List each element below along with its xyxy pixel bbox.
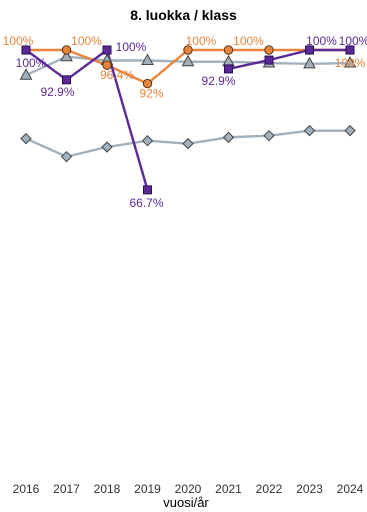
x-tick-label: 2019	[134, 482, 161, 496]
data-point	[19, 68, 33, 80]
data-label-layer: 100% 100%96.4%92%100% 100%100%100%92.9%100…	[3, 34, 367, 210]
series-markers	[19, 49, 357, 80]
x-tick-label: 2023	[296, 482, 323, 496]
data-point	[60, 150, 73, 163]
data-label: 100%	[306, 34, 337, 48]
x-tick-label: 2022	[256, 482, 283, 496]
data-label: 100%	[233, 34, 264, 48]
data-point	[303, 56, 316, 69]
data-point	[141, 135, 154, 147]
data-point	[224, 64, 233, 74]
data-label: 100%	[335, 56, 366, 70]
series-markers	[21, 45, 355, 195]
series-markers	[20, 124, 356, 163]
data-point	[20, 132, 32, 145]
series	[25, 48, 350, 191]
data-label: 92.9%	[201, 74, 235, 88]
data-point	[62, 75, 71, 85]
data-label: 100%	[186, 34, 217, 48]
data-label: 100%	[16, 56, 47, 70]
data-label: 92%	[139, 87, 163, 101]
data-point	[142, 78, 153, 89]
data-label: 92.9%	[40, 85, 74, 99]
data-label: 100%	[339, 34, 367, 48]
data-point	[60, 49, 73, 62]
x-tick-label: 2024	[337, 482, 364, 496]
series-line	[228, 48, 350, 71]
chart-title: 8. luokka / klass	[130, 7, 237, 23]
x-tick-label: 2021	[215, 482, 242, 496]
data-point	[264, 45, 274, 55]
data-point	[182, 137, 194, 150]
data-point	[183, 45, 193, 55]
x-tick-label: 2020	[175, 482, 202, 496]
data-label: 100%	[116, 40, 147, 54]
data-point	[263, 129, 275, 142]
data-point	[102, 60, 112, 70]
data-point	[222, 131, 235, 144]
data-label: 66.7%	[129, 196, 163, 210]
data-point	[345, 45, 355, 55]
data-point	[223, 45, 234, 55]
data-point	[101, 141, 113, 153]
data-point	[303, 124, 316, 137]
x-tick-label: 2017	[53, 482, 80, 496]
data-point	[141, 53, 154, 65]
data-point	[305, 45, 314, 55]
x-tick-label: 2016	[13, 482, 40, 496]
x-axis-title: vuosi/år	[163, 495, 209, 510]
series-layer	[19, 45, 357, 195]
data-point	[264, 55, 274, 65]
data-point	[21, 45, 31, 55]
data-point	[343, 55, 357, 68]
data-point	[61, 45, 72, 55]
data-point	[181, 54, 195, 67]
x-axis: 2016 2017 2018 2019 2020 2021 2022 2023 2024	[13, 482, 364, 496]
data-label: 100%	[71, 34, 102, 48]
series-line	[25, 48, 149, 191]
x-tick-label: 2018	[94, 482, 121, 496]
data-point	[344, 124, 356, 137]
data-point	[102, 45, 112, 55]
data-label: 100%	[3, 34, 34, 48]
data-label: 96.4%	[100, 68, 134, 82]
data-point	[143, 185, 152, 195]
